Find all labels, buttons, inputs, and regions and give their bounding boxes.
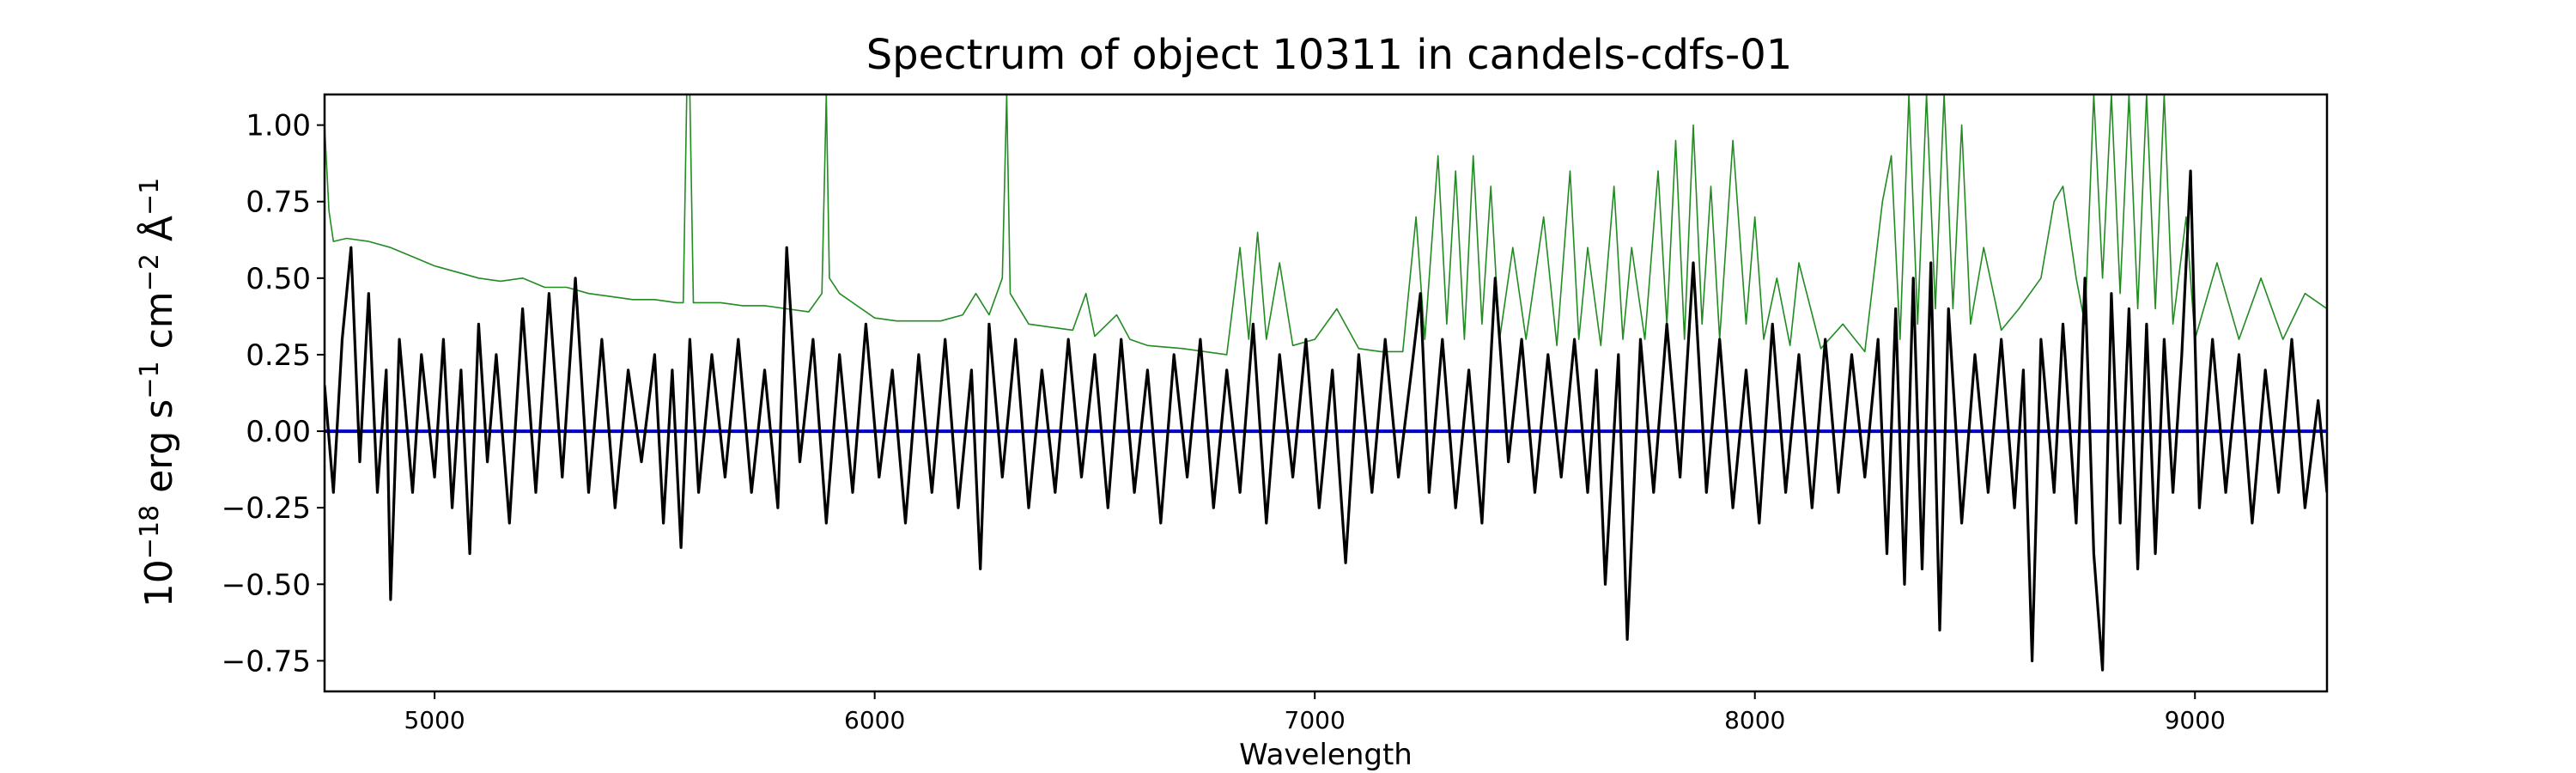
x-tick-label: 5000 [404,706,465,734]
y-tick-label: −0.50 [222,568,311,602]
y-tick-label: 1.00 [246,109,311,143]
error-series-line [325,94,2327,356]
y-label-unit-exponent: −2 [135,253,165,291]
x-axis-ticks: 5000 6000 7000 8000 9000 [404,691,2226,734]
y-label-unit: Å [136,216,181,253]
y-axis-label-group: 10−18 erg s−1 cm−2 Å−1 [135,178,181,607]
y-tick-label: −0.25 [222,491,311,526]
x-tick-label: 7000 [1285,706,1346,734]
x-axis-label: Wavelength [1239,738,1413,772]
y-label-exponent: −18 [135,505,165,559]
y-tick-label: 0.75 [246,186,311,220]
x-tick-label: 6000 [844,706,905,734]
x-tick-label: 8000 [1724,706,1785,734]
y-label-base: 10 [137,559,181,607]
y-label-unit-exponent: −1 [135,361,165,399]
x-tick-label: 9000 [2165,706,2226,734]
y-tick-label: 0.25 [246,338,311,373]
y-tick-label: 0.50 [246,262,311,296]
flux-series-line [325,169,2327,672]
y-axis-label: 10−18 erg s−1 cm−2 Å−1 [135,178,181,607]
y-tick-label: −0.75 [222,644,311,679]
y-axis-ticks: 1.00 0.75 0.50 0.25 0.00 −0.25 −0.50 −0.75 [222,109,325,679]
plot-frame [323,93,2329,693]
y-tick-label: 0.00 [246,415,311,449]
chart-title: Spectrum of object 10311 in candels-cdfs… [866,31,1793,79]
y-label-unit: erg s [137,399,181,505]
y-label-unit-exponent: −1 [135,178,165,216]
y-label-unit: cm [137,291,181,361]
series-layer [325,94,2327,672]
